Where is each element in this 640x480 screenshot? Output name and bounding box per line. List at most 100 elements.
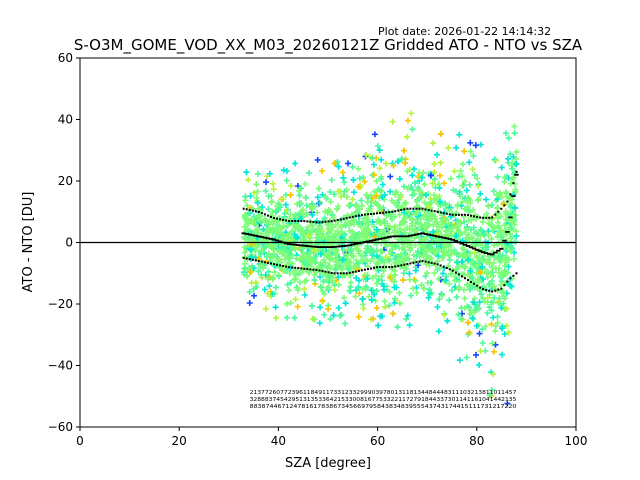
scatter-point [477, 348, 484, 354]
scatter-point [474, 236, 481, 243]
x-tick-label: 60 [370, 434, 385, 448]
std-lower-marker [342, 272, 345, 275]
scatter-point [335, 274, 342, 281]
scatter-point [438, 215, 445, 222]
scatter-point [362, 252, 369, 259]
scatter-point [470, 224, 477, 231]
scatter-point [405, 209, 412, 216]
scatter-point [440, 252, 447, 259]
std-upper-marker [433, 210, 436, 213]
std-lower-marker [388, 266, 391, 269]
scatter-point [378, 176, 385, 182]
scatter-point [359, 296, 366, 303]
scatter-point [491, 242, 497, 249]
scatter-point [275, 272, 282, 279]
scatter-point [270, 254, 277, 261]
scatter-point [301, 292, 308, 298]
scatter-point [498, 304, 505, 311]
scatter-point [461, 286, 467, 293]
std-lower-marker [442, 265, 445, 268]
scatter-point [504, 247, 511, 253]
scatter-point [265, 206, 272, 212]
scatter-point [457, 230, 464, 237]
scatter-point [255, 213, 262, 220]
std-lower-marker [324, 270, 327, 273]
scatter-point [490, 224, 497, 231]
scatter-point [294, 285, 301, 291]
scatter-point [406, 270, 413, 277]
scatter-point [459, 258, 465, 265]
scatter-point [314, 156, 321, 163]
scatter-point [454, 259, 461, 266]
std-lower-marker [303, 267, 306, 270]
scatter-point [499, 351, 505, 358]
scatter-point [356, 175, 363, 182]
scatter-point [490, 259, 497, 266]
scatter-point [470, 299, 477, 306]
scatter-point [297, 279, 303, 286]
scatter-point [513, 155, 520, 162]
scatter-point [423, 246, 430, 253]
std-upper-marker [415, 207, 418, 210]
scatter-point [494, 174, 501, 181]
scatter-point [319, 191, 326, 198]
scatter-point [404, 312, 411, 319]
scatter-point [322, 272, 329, 279]
scatter-point [396, 176, 403, 182]
scatter-point [488, 387, 495, 393]
std-lower-marker [467, 279, 469, 282]
std-lower-marker [433, 262, 436, 265]
std-upper-marker [257, 210, 260, 213]
scatter-point [406, 322, 413, 329]
scatter-point [488, 202, 495, 208]
std-upper-marker [430, 209, 433, 212]
scatter-point [401, 147, 407, 154]
scatter-point [298, 227, 305, 234]
scatter-point [283, 207, 290, 213]
std-lower-marker [248, 258, 251, 261]
scatter-point [251, 189, 258, 196]
scatter-point [341, 294, 347, 301]
scatter-point [477, 232, 484, 239]
std-upper-marker [248, 208, 251, 211]
scatter-point [316, 200, 323, 207]
scatter-point [459, 161, 466, 168]
scatter-point [473, 323, 480, 329]
scatter-point [467, 139, 474, 146]
scatter-point [496, 295, 503, 302]
scatter-point [364, 275, 371, 282]
scatter-point [460, 271, 467, 278]
scatter-point [244, 227, 250, 234]
std-upper-marker [457, 213, 460, 216]
std-lower-marker [370, 267, 372, 270]
std-upper-marker [442, 212, 445, 215]
scatter-point [293, 272, 299, 279]
scatter-point [434, 151, 440, 158]
scatter-point [457, 168, 464, 175]
scatter-point [409, 192, 416, 199]
chart-title: S-O3M_GOME_VOD_XX_M03_20260121Z Gridded … [74, 36, 583, 55]
scatter-point [405, 117, 411, 124]
scatter-point [405, 184, 412, 191]
scatter-point [446, 208, 453, 214]
scatter-point [380, 218, 387, 225]
scatter-point [460, 214, 467, 221]
scatter-point [434, 258, 441, 265]
std-upper-marker [506, 200, 509, 203]
scatter-point [430, 140, 437, 147]
std-lower-marker [397, 264, 400, 267]
scatter-point [247, 268, 253, 275]
scatter-point [421, 224, 428, 231]
scatter-point [342, 231, 349, 238]
scatter-point [332, 221, 339, 228]
std-upper-marker [282, 218, 285, 221]
scatter-point [486, 392, 493, 399]
std-lower-marker [427, 261, 430, 264]
scatter-point [451, 277, 458, 284]
scatter-point [463, 225, 470, 232]
scatter-point [503, 216, 510, 223]
scatter-point [453, 144, 460, 151]
scatter-point [338, 224, 345, 231]
y-tick-label: −60 [48, 420, 73, 434]
scatter-point [312, 203, 319, 210]
